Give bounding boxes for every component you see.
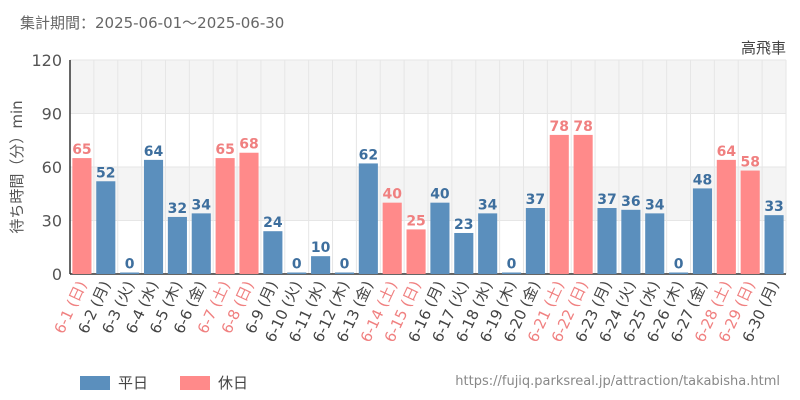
y-tick-label: 30 (42, 212, 62, 231)
bar-value-label: 65 (72, 142, 91, 158)
legend-item-holiday: 休日 (180, 372, 248, 393)
bar (167, 216, 187, 274)
bar-value-label: 62 (359, 147, 378, 163)
bar (501, 272, 522, 274)
bar (191, 213, 211, 274)
bar-value-label: 40 (430, 187, 450, 203)
bar-value-label: 78 (550, 119, 569, 135)
bar-value-label: 33 (764, 199, 783, 215)
source-url: https://fujiq.parksreal.jp/attraction/ta… (455, 374, 780, 389)
bar-value-label: 34 (192, 197, 212, 213)
bar-value-label: 68 (239, 137, 258, 153)
holiday-swatch (180, 375, 211, 390)
bar-value-label: 48 (693, 172, 712, 188)
bar (669, 272, 689, 274)
bar (263, 231, 283, 274)
bar (96, 181, 116, 274)
y-tick-label: 0 (52, 265, 62, 284)
bar-value-label: 78 (573, 119, 592, 135)
bar (621, 209, 641, 274)
legend-item-weekday: 平日 (80, 372, 148, 393)
y-axis-title: 待ち時間（分）min (8, 100, 26, 233)
bar-value-label: 0 (340, 257, 350, 273)
bar (478, 213, 498, 274)
bar-value-label: 24 (263, 215, 283, 231)
bar (645, 213, 665, 274)
bar (143, 159, 164, 274)
bar (406, 229, 426, 274)
bar (120, 272, 140, 274)
bar (716, 159, 736, 274)
bar-value-label: 34 (478, 197, 498, 213)
legend: 平日 休日 (80, 372, 248, 393)
bar-value-label: 0 (292, 257, 302, 273)
bar-value-label: 37 (526, 192, 545, 208)
bar (525, 208, 545, 274)
bar (764, 215, 784, 274)
bar (358, 163, 378, 274)
bar (72, 158, 92, 274)
bar (454, 232, 474, 274)
period-label: 集計期間：2025-06-01～2025-06-30 (20, 14, 285, 32)
bar (692, 188, 713, 274)
bar-value-label: 64 (144, 144, 164, 160)
bar-value-label: 37 (597, 192, 616, 208)
bar (740, 170, 760, 274)
bar (573, 134, 593, 274)
bar-value-label: 58 (740, 155, 759, 171)
bar-value-label: 0 (507, 257, 517, 273)
bar (382, 202, 402, 274)
bar (215, 158, 235, 274)
bar (334, 272, 355, 274)
bar-value-label: 0 (674, 257, 684, 273)
y-tick-label: 120 (31, 51, 62, 70)
bar-value-label: 23 (454, 217, 473, 233)
bar-value-label: 36 (621, 194, 640, 210)
bar-value-label: 0 (125, 257, 135, 273)
bar (311, 256, 331, 274)
chart-title: 高飛車 (741, 39, 786, 57)
bar-value-label: 34 (645, 197, 665, 213)
weekday-swatch (80, 375, 110, 390)
y-tick-label: 90 (42, 105, 62, 124)
bar-value-label: 40 (382, 187, 402, 203)
y-tick-label: 60 (42, 158, 62, 177)
bar-value-label: 25 (406, 213, 425, 229)
bar-value-label: 64 (717, 144, 737, 160)
bar-value-label: 52 (96, 165, 115, 181)
bar (239, 152, 259, 274)
legend-holiday-label: 休日 (218, 374, 249, 392)
bar (287, 272, 307, 274)
bar (549, 134, 569, 274)
bar (430, 202, 450, 274)
bar-value-label: 10 (311, 240, 331, 256)
legend-weekday-label: 平日 (118, 374, 149, 392)
bar-value-label: 65 (215, 142, 234, 158)
bar (597, 208, 617, 274)
bar-value-label: 32 (168, 201, 187, 217)
